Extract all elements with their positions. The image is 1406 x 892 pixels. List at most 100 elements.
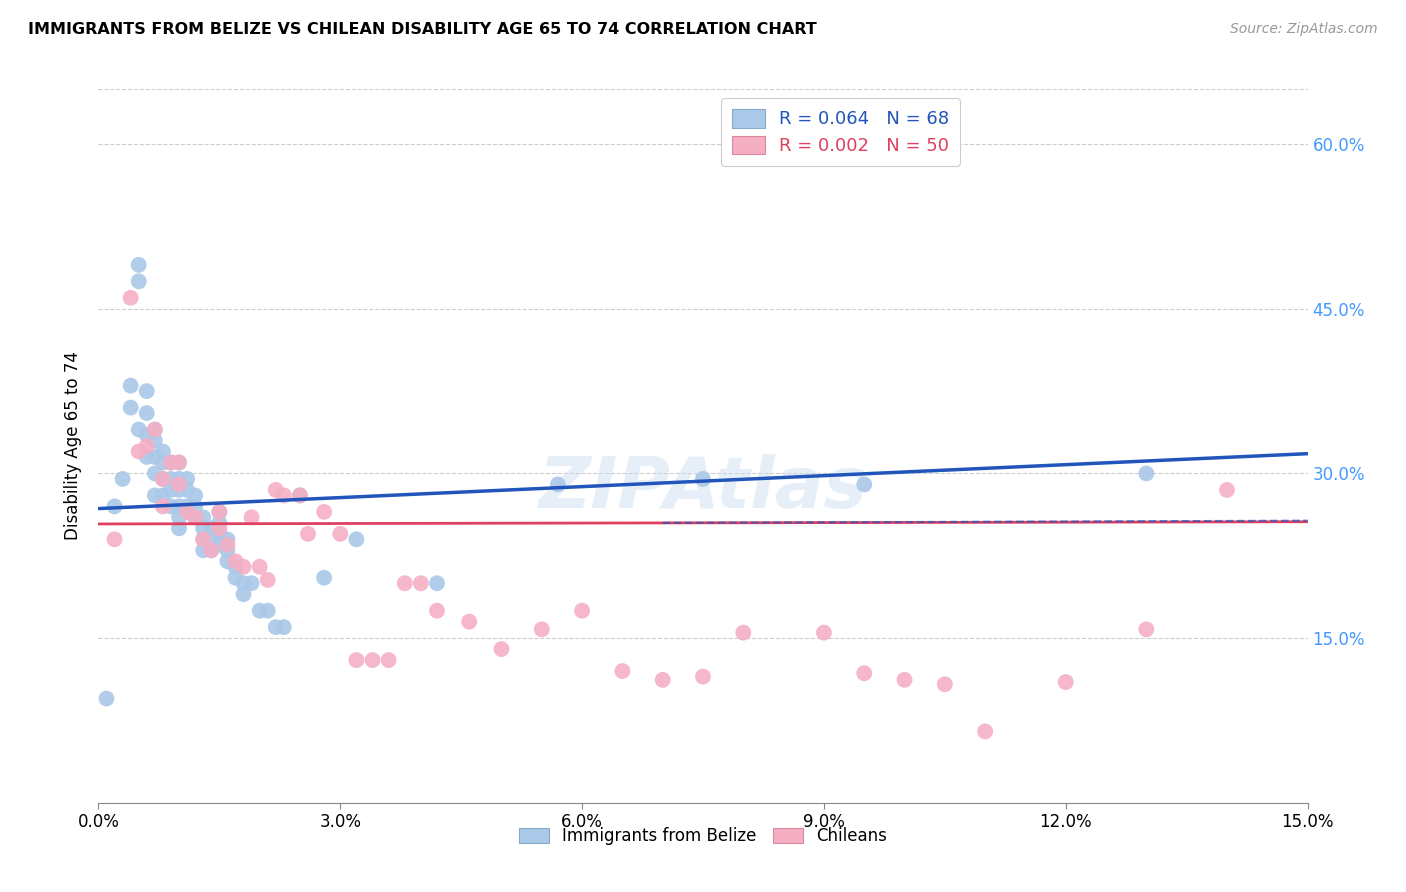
Point [692, 669, 714, 683]
Point [184, 510, 207, 524]
Point [160, 472, 183, 486]
Point [143, 434, 166, 448]
Point [193, 510, 215, 524]
Point [128, 444, 150, 458]
Point [571, 604, 593, 618]
Point [200, 533, 222, 547]
Y-axis label: Disability Age 65 to 74: Disability Age 65 to 74 [65, 351, 83, 541]
Point [217, 554, 239, 568]
Point [152, 500, 174, 514]
Legend: Immigrants from Belize, Chileans: Immigrants from Belize, Chileans [512, 821, 894, 852]
Point [152, 444, 174, 458]
Point [128, 258, 150, 272]
Point [152, 488, 174, 502]
Point [934, 677, 956, 691]
Point [314, 571, 336, 585]
Point [426, 576, 449, 591]
Point [208, 526, 231, 541]
Point [120, 291, 142, 305]
Point [853, 666, 876, 681]
Point [314, 505, 336, 519]
Point [409, 576, 432, 591]
Point [530, 623, 553, 637]
Point [184, 510, 207, 524]
Point [224, 559, 246, 574]
Point [249, 604, 271, 618]
Point [264, 620, 287, 634]
Point [974, 724, 997, 739]
Point [152, 472, 174, 486]
Point [329, 526, 352, 541]
Point [547, 477, 569, 491]
Point [135, 428, 157, 442]
Point [297, 526, 319, 541]
Point [733, 625, 755, 640]
Point [167, 455, 190, 469]
Point [135, 406, 157, 420]
Point [128, 274, 150, 288]
Point [240, 510, 263, 524]
Point [152, 472, 174, 486]
Point [167, 483, 190, 497]
Point [167, 521, 190, 535]
Point [120, 401, 142, 415]
Point [217, 533, 239, 547]
Point [256, 573, 278, 587]
Point [208, 516, 231, 530]
Point [111, 472, 134, 486]
Point [160, 483, 183, 497]
Point [193, 533, 215, 547]
Point [377, 653, 399, 667]
Point [176, 500, 198, 514]
Point [120, 378, 142, 392]
Point [128, 423, 150, 437]
Point [288, 488, 311, 502]
Point [1135, 623, 1157, 637]
Point [143, 488, 166, 502]
Point [184, 500, 207, 514]
Point [224, 554, 246, 568]
Point [1216, 483, 1239, 497]
Point [167, 455, 190, 469]
Point [612, 664, 634, 678]
Point [208, 538, 231, 552]
Point [135, 384, 157, 398]
Point [217, 538, 239, 552]
Point [256, 604, 278, 618]
Point [152, 455, 174, 469]
Point [458, 615, 481, 629]
Point [813, 625, 835, 640]
Point [853, 477, 876, 491]
Point [143, 423, 166, 437]
Point [167, 472, 190, 486]
Point [103, 500, 125, 514]
Point [208, 521, 231, 535]
Point [491, 642, 513, 657]
Point [264, 483, 287, 497]
Point [160, 455, 183, 469]
Point [193, 521, 215, 535]
Point [135, 439, 157, 453]
Point [143, 423, 166, 437]
Point [344, 533, 367, 547]
Point [240, 576, 263, 591]
Point [143, 467, 166, 481]
Text: IMMIGRANTS FROM BELIZE VS CHILEAN DISABILITY AGE 65 TO 74 CORRELATION CHART: IMMIGRANTS FROM BELIZE VS CHILEAN DISABI… [28, 22, 817, 37]
Point [184, 488, 207, 502]
Point [135, 450, 157, 464]
Point [200, 543, 222, 558]
Point [176, 472, 198, 486]
Point [893, 673, 915, 687]
Point [1054, 675, 1077, 690]
Point [288, 488, 311, 502]
Point [193, 543, 215, 558]
Point [143, 450, 166, 464]
Point [361, 653, 384, 667]
Point [103, 533, 125, 547]
Point [167, 500, 190, 514]
Point [651, 673, 673, 687]
Point [208, 505, 231, 519]
Point [167, 477, 190, 491]
Point [160, 500, 183, 514]
Point [193, 533, 215, 547]
